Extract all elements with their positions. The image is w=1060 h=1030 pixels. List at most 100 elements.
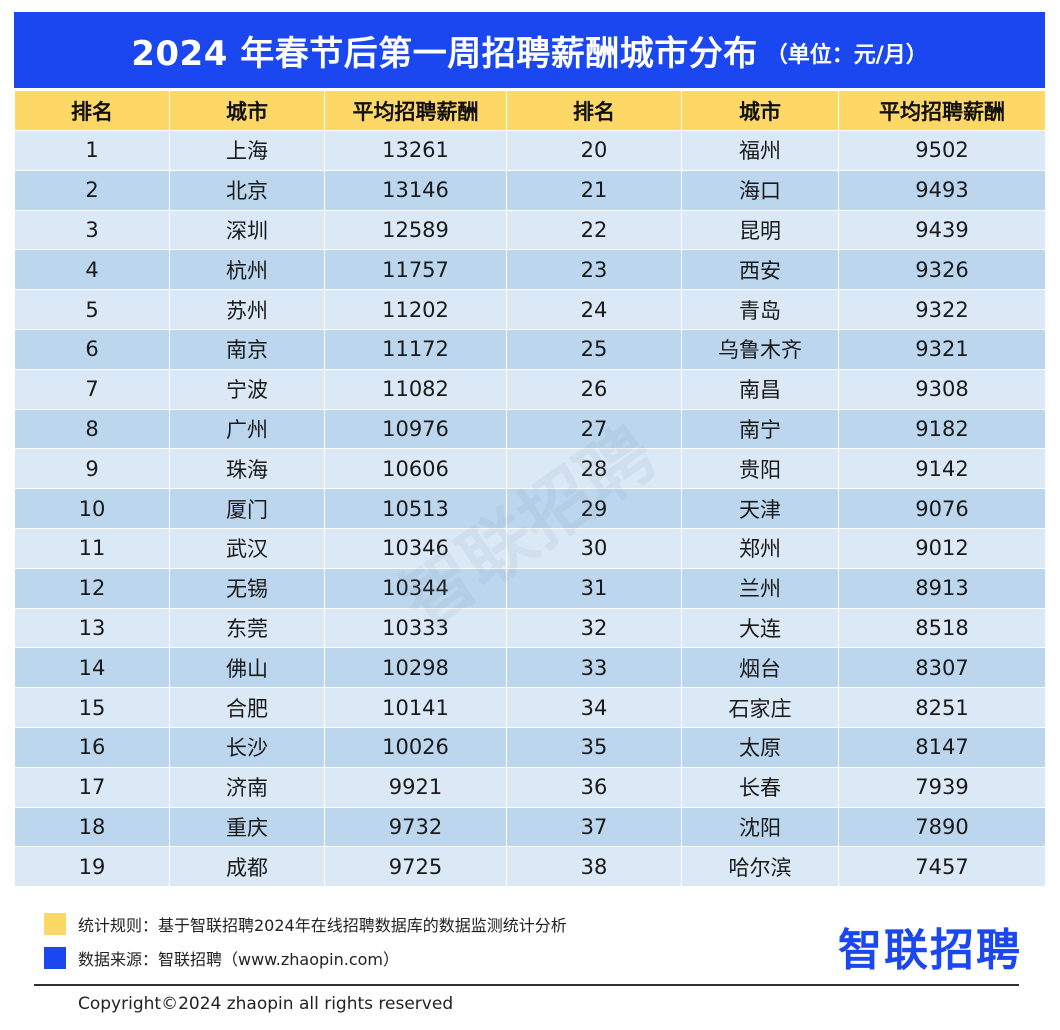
salary-cell: 10513 [324, 488, 507, 529]
city-cell: 济南 [169, 766, 325, 808]
city-cell: 东莞 [169, 607, 325, 649]
rank-cell: 13 [14, 607, 170, 649]
salary-cell: 13146 [324, 169, 507, 211]
table-row: 5 苏州 11202 24 青岛 9322 [14, 289, 1046, 330]
city-cell: 武汉 [169, 527, 325, 569]
salary-cell: 7939 [838, 766, 1046, 808]
rank-cell: 11 [14, 527, 170, 569]
city-cell: 烟台 [681, 647, 839, 689]
city-cell: 长沙 [169, 726, 325, 768]
rank-cell: 1 [14, 130, 170, 171]
table-row: 8 广州 10976 27 南宁 9182 [14, 408, 1046, 450]
rank-cell: 33 [506, 647, 682, 689]
rank-cell: 15 [14, 687, 170, 728]
salary-cell: 8518 [838, 607, 1046, 649]
table-body: 1 上海 13261 20 福州 9502 2 北京 13146 21 海口 9493 3 深圳 12589… [14, 130, 1046, 888]
salary-cell: 8251 [838, 687, 1046, 728]
rank-cell: 14 [14, 647, 170, 689]
city-cell: 海口 [681, 169, 839, 211]
city-cell: 无锡 [169, 567, 325, 609]
table-row: 9 珠海 10606 28 贵阳 9142 [14, 448, 1046, 490]
column-header: 城市 [169, 90, 325, 131]
city-cell: 北京 [169, 169, 325, 211]
rank-cell: 25 [506, 328, 682, 370]
table-header-row: 排名 城市 平均招聘薪酬 排名 城市 平均招聘薪酬 [14, 90, 1046, 131]
city-cell: 苏州 [169, 289, 325, 330]
city-cell: 合肥 [169, 687, 325, 728]
title-unit: （单位：元/月） [765, 43, 928, 68]
rank-cell: 21 [506, 169, 682, 211]
rank-cell: 4 [14, 249, 170, 291]
city-cell: 佛山 [169, 647, 325, 689]
salary-cell: 11757 [324, 249, 507, 291]
salary-cell: 10141 [324, 687, 507, 728]
column-header: 排名 [506, 90, 682, 131]
city-cell: 沈阳 [681, 806, 839, 848]
city-cell: 杭州 [169, 249, 325, 291]
table-row: 11 武汉 10346 30 郑州 9012 [14, 527, 1046, 569]
city-cell: 大连 [681, 607, 839, 649]
zhaopin-logo: 智联招聘 [838, 925, 1022, 976]
salary-cell: 10976 [324, 408, 507, 450]
table-row: 17 济南 9921 36 长春 7939 [14, 766, 1046, 808]
salary-cell: 9493 [838, 169, 1046, 211]
table-row: 1 上海 13261 20 福州 9502 [14, 130, 1046, 171]
copyright: Copyright©2024 zhaopin all rights reserv… [78, 994, 454, 1014]
rank-cell: 36 [506, 766, 682, 808]
salary-cell: 9308 [838, 368, 1046, 410]
rank-cell: 22 [506, 209, 682, 251]
note-rule-text: 统计规则：基于智联招聘2024年在线招聘数据库的数据监测统计分析 [78, 916, 567, 935]
table-row: 4 杭州 11757 23 西安 9326 [14, 249, 1046, 291]
table-row: 13 东莞 10333 32 大连 8518 [14, 607, 1046, 649]
rank-cell: 26 [506, 368, 682, 410]
salary-cell: 12589 [324, 209, 507, 251]
city-cell: 珠海 [169, 448, 325, 490]
city-cell: 长春 [681, 766, 839, 808]
title-bar: 2024 年春节后第一周招聘薪酬城市分布 （单位：元/月） [14, 12, 1045, 88]
rank-cell: 8 [14, 408, 170, 450]
rank-cell: 6 [14, 328, 170, 370]
table-row: 10 厦门 10513 29 天津 9076 [14, 488, 1046, 529]
rank-cell: 29 [506, 488, 682, 529]
city-cell: 乌鲁木齐 [681, 328, 839, 370]
salary-cell: 10344 [324, 567, 507, 609]
rank-cell: 19 [14, 846, 170, 888]
column-header: 平均招聘薪酬 [838, 90, 1046, 131]
city-cell: 哈尔滨 [681, 846, 839, 888]
salary-cell: 11202 [324, 289, 507, 330]
city-cell: 南宁 [681, 408, 839, 450]
rank-cell: 35 [506, 726, 682, 768]
table-row: 16 长沙 10026 35 太原 8147 [14, 726, 1046, 768]
rank-cell: 12 [14, 567, 170, 609]
salary-cell: 9012 [838, 527, 1046, 569]
salary-cell: 9182 [838, 408, 1046, 450]
rank-cell: 30 [506, 527, 682, 569]
salary-cell: 9076 [838, 488, 1046, 529]
salary-cell: 10026 [324, 726, 507, 768]
rank-cell: 10 [14, 488, 170, 529]
city-cell: 广州 [169, 408, 325, 450]
city-cell: 太原 [681, 726, 839, 768]
city-cell: 天津 [681, 488, 839, 529]
salary-cell: 7457 [838, 846, 1046, 888]
salary-cell: 10333 [324, 607, 507, 649]
city-cell: 石家庄 [681, 687, 839, 728]
rank-cell: 20 [506, 130, 682, 171]
column-header: 城市 [681, 90, 839, 131]
table-row: 12 无锡 10344 31 兰州 8913 [14, 567, 1046, 609]
city-cell: 厦门 [169, 488, 325, 529]
rank-cell: 32 [506, 607, 682, 649]
salary-cell: 8913 [838, 567, 1046, 609]
salary-cell: 9321 [838, 328, 1046, 370]
column-header: 平均招聘薪酬 [324, 90, 507, 131]
salary-cell: 10298 [324, 647, 507, 689]
rank-cell: 3 [14, 209, 170, 251]
rank-cell: 17 [14, 766, 170, 808]
table-row: 14 佛山 10298 33 烟台 8307 [14, 647, 1046, 689]
blue-square-icon [44, 947, 66, 969]
salary-cell: 8307 [838, 647, 1046, 689]
city-cell: 郑州 [681, 527, 839, 569]
rank-cell: 18 [14, 806, 170, 848]
note-source: 数据来源：智联招聘（www.zhaopin.com） [44, 946, 567, 970]
page-title: 2024 年春节后第一周招聘薪酬城市分布 [131, 33, 758, 74]
